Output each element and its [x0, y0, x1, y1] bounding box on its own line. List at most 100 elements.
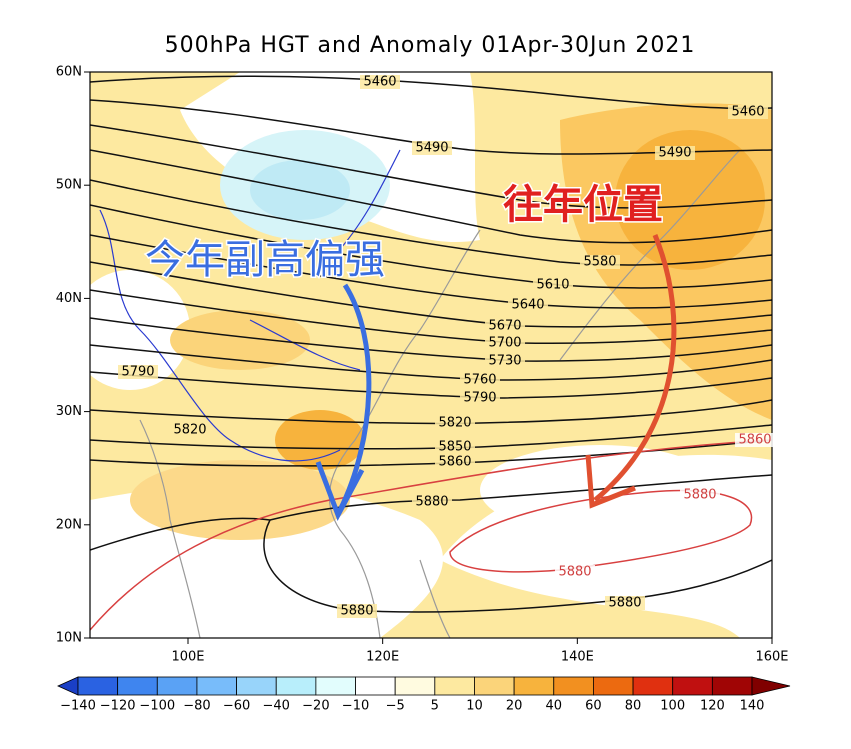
- label-bg: [118, 365, 158, 379]
- colorbar-label: −5: [386, 699, 405, 714]
- colorbar-box: [593, 676, 634, 696]
- red-contour-label: 5880: [558, 565, 591, 580]
- colorbar-end: [57, 676, 79, 696]
- contour-label: 5820: [438, 416, 471, 431]
- label-bg: [460, 391, 500, 405]
- axis-labels: 60N 50N 40N 30N 20N 10N 100E 120E 140E 160E: [56, 65, 789, 665]
- map-frame: [89, 71, 773, 639]
- label-bg: [555, 565, 595, 579]
- contour-label: 5490: [415, 141, 448, 156]
- blue-arrow: [337, 283, 372, 512]
- colorbar-box: [236, 676, 277, 696]
- colorbar-box: [672, 676, 713, 696]
- contour-label: 5460: [731, 105, 764, 120]
- label-bg: [735, 433, 775, 447]
- label-bg: [435, 440, 475, 454]
- label-bg: [435, 455, 475, 469]
- colorbar-box: [553, 676, 594, 696]
- lon-label: 120E: [366, 650, 399, 665]
- label-bg: [580, 255, 620, 269]
- label-bg: [680, 488, 720, 502]
- contour-label: 5790: [121, 365, 154, 380]
- colorbar: −140 −120 −100 −80 −60 −40 −20 −10 −5 5 10 20 40 60 80…: [57, 676, 791, 714]
- contour-label: 5860: [438, 455, 471, 470]
- label-bg: [728, 105, 768, 119]
- title: 500hPa HGT and Anomaly 01Apr-30Jun 2021: [165, 33, 696, 58]
- red-arrowhead: [585, 454, 636, 509]
- colorbar-label: −20: [302, 699, 329, 714]
- colorbar-label: 100: [660, 699, 685, 714]
- contour-label: 5850: [438, 440, 471, 455]
- colorbar-label: 20: [506, 699, 523, 714]
- contour-label: 5460: [363, 75, 396, 90]
- red-contour-label: 5860: [738, 433, 771, 448]
- colorbar-box: [632, 676, 674, 696]
- contour-label: 5670: [488, 319, 521, 334]
- label-bg: [605, 596, 645, 610]
- colorbar-label: 60: [585, 699, 602, 714]
- label-bg: [170, 423, 210, 437]
- lat-label: 40N: [56, 291, 82, 306]
- colorbar-box: [394, 676, 436, 696]
- contour-label: 5790: [463, 391, 496, 406]
- lon-label: 160E: [755, 650, 788, 665]
- colorbar-label: 140: [740, 699, 765, 714]
- red-contour-label: 5880: [683, 488, 716, 503]
- label-bg: [435, 416, 475, 430]
- colorbar-box: [196, 676, 237, 696]
- contour-label: 5760: [463, 373, 496, 388]
- contour-label: 5490: [658, 146, 691, 161]
- label-bg: [412, 141, 452, 155]
- label-bg: [533, 278, 573, 292]
- contour-label: 5880: [608, 596, 641, 611]
- label-bg: [360, 75, 400, 89]
- colorbar-box: [156, 676, 198, 696]
- map-area: [90, 72, 772, 638]
- colorbar-box: [513, 676, 555, 696]
- lon-label: 100E: [171, 650, 204, 665]
- colorbar-box: [434, 676, 475, 696]
- contour-label: 5610: [536, 278, 569, 293]
- lat-label: 10N: [56, 631, 82, 646]
- annotation-past: 往年位置: [503, 182, 663, 228]
- blue-arrowhead: [315, 461, 365, 522]
- colorbar-label: −10: [342, 699, 369, 714]
- colorbar-label: −140: [60, 699, 96, 714]
- label-bg: [485, 354, 525, 368]
- colorbar-label: −80: [183, 699, 210, 714]
- red-arrow: [593, 234, 677, 502]
- label-bg: [460, 373, 500, 387]
- contour-label: 5880: [340, 604, 373, 619]
- colorbar-label: 10: [466, 699, 483, 714]
- colorbar-box: [355, 676, 396, 696]
- contour-label: 5640: [511, 298, 544, 313]
- colorbar-label: 120: [700, 699, 725, 714]
- label-bg: [508, 298, 548, 312]
- contour-label: 5730: [488, 354, 521, 369]
- lat-label: 60N: [56, 65, 82, 80]
- label-bg: [337, 604, 377, 618]
- colorbar-label: −60: [223, 699, 250, 714]
- lon-label: 140E: [561, 650, 594, 665]
- contour-label: 5700: [488, 336, 521, 351]
- label-bg: [412, 495, 452, 509]
- colorbar-end: [751, 676, 791, 696]
- label-bg: [655, 146, 695, 160]
- colorbar-label: −100: [139, 699, 175, 714]
- annotation-this-year: 今年副高偏强: [145, 237, 385, 283]
- colorbar-box: [77, 676, 119, 696]
- label-bg: [485, 336, 525, 350]
- contour-label: 5820: [173, 423, 206, 438]
- colorbar-box: [315, 676, 356, 696]
- colorbar-box: [474, 676, 515, 696]
- colorbar-label: 80: [625, 699, 642, 714]
- colorbar-box: [117, 676, 158, 696]
- contour-labels: 5460 5460 5490 5490 5580 5610 5640 5670 5700 5730…: [118, 75, 775, 619]
- colorbar-label: 40: [545, 699, 562, 714]
- colorbar-label: −120: [100, 699, 136, 714]
- colorbar-box: [275, 676, 317, 696]
- contour-label: 5580: [583, 255, 616, 270]
- label-bg: [485, 319, 525, 333]
